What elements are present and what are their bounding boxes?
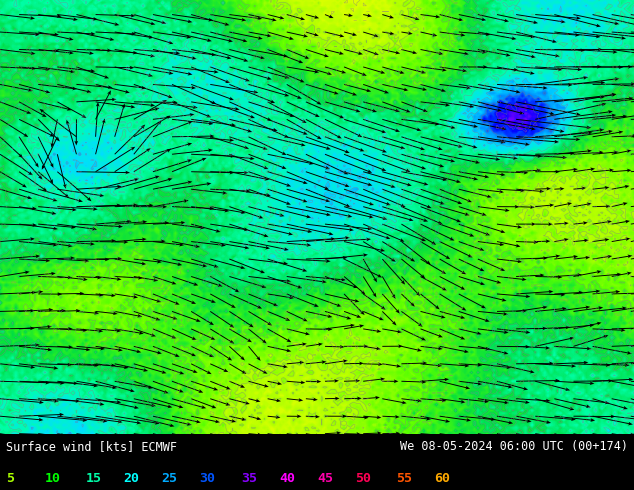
Text: We 08-05-2024 06:00 UTC (00+174): We 08-05-2024 06:00 UTC (00+174)	[399, 441, 628, 453]
Text: 25: 25	[162, 472, 178, 486]
Text: 30: 30	[200, 472, 216, 486]
Text: 35: 35	[241, 472, 257, 486]
Text: 45: 45	[317, 472, 333, 486]
Text: 60: 60	[434, 472, 450, 486]
Text: 40: 40	[279, 472, 295, 486]
Text: Surface wind [kts] ECMWF: Surface wind [kts] ECMWF	[6, 441, 178, 453]
Text: 15: 15	[86, 472, 101, 486]
Text: 20: 20	[124, 472, 139, 486]
Text: 10: 10	[44, 472, 60, 486]
Text: 55: 55	[396, 472, 412, 486]
Text: 5: 5	[6, 472, 15, 486]
Text: 50: 50	[355, 472, 371, 486]
